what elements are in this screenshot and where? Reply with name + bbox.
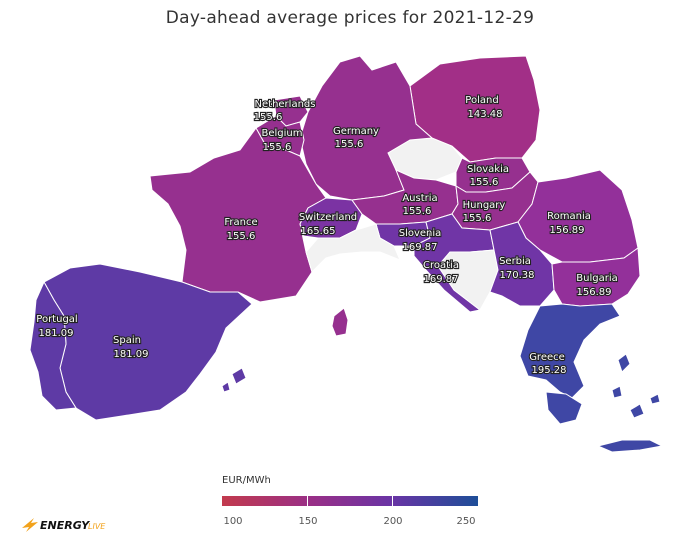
country-label-romania: Romania <box>547 211 591 222</box>
country-label-hungary: Hungary <box>463 200 506 211</box>
price-label-germany: 155.6 <box>335 139 364 150</box>
country-label-belgium: Belgium <box>262 128 303 139</box>
country-corsica[interactable] <box>331 307 349 337</box>
price-label-spain: 181.09 <box>114 349 149 360</box>
country-label-croatia: Croatia <box>423 260 459 271</box>
country-france[interactable] <box>149 127 327 303</box>
country-label-netherlands: Netherlands <box>255 99 316 110</box>
price-label-switzerland: 165.65 <box>301 226 336 237</box>
country-greece-peloponnese[interactable] <box>545 391 583 425</box>
price-label-bulgaria: 156.89 <box>577 287 612 298</box>
price-label-portugal: 181.09 <box>39 328 74 339</box>
country-label-austria: Austria <box>402 193 437 204</box>
legend-color-scale <box>222 496 478 506</box>
price-label-austria: 155.6 <box>403 206 432 217</box>
country-bulgaria[interactable] <box>551 247 641 307</box>
legend-tick-mark <box>307 496 308 506</box>
price-label-poland: 143.48 <box>468 109 503 120</box>
country-switzerland[interactable] <box>299 197 363 239</box>
legend-title: EUR/MWh <box>222 475 271 486</box>
logo-subtext: LIVE <box>88 522 106 531</box>
price-label-belgium: 155.6 <box>263 142 292 153</box>
country-label-bulgaria: Bulgaria <box>576 273 617 284</box>
price-label-greece: 195.28 <box>532 365 567 376</box>
country-greece-crete[interactable] <box>596 439 664 453</box>
legend-tick-label: 250 <box>456 516 476 527</box>
country-label-slovakia: Slovakia <box>467 164 509 175</box>
country-label-slovenia: Slovenia <box>399 228 442 239</box>
country-label-germany: Germany <box>333 126 379 137</box>
country-label-spain: Spain <box>113 335 141 346</box>
price-label-hungary: 155.6 <box>463 213 492 224</box>
country-label-serbia: Serbia <box>499 256 531 267</box>
country-italy[interactable] <box>305 223 401 273</box>
logo-text: ENERGY <box>40 519 90 532</box>
country-balearic-islands[interactable] <box>221 367 247 393</box>
country-greece[interactable] <box>519 303 621 399</box>
price-label-romania: 156.89 <box>550 225 585 236</box>
price-label-france: 155.6 <box>227 231 256 242</box>
legend-tick-label: 200 <box>383 516 403 527</box>
price-label-slovenia: 169.87 <box>403 242 438 253</box>
price-label-serbia: 170.38 <box>500 270 535 281</box>
country-portugal[interactable] <box>29 280 77 411</box>
price-label-slovakia: 155.6 <box>470 177 499 188</box>
country-label-poland: Poland <box>465 95 498 106</box>
country-label-switzerland: Switzerland <box>299 212 357 223</box>
legend-tick-label: 100 <box>223 516 243 527</box>
legend-tick-label: 150 <box>298 516 318 527</box>
country-greece-islands[interactable] <box>611 353 661 419</box>
price-label-croatia: 169.87 <box>424 274 459 285</box>
country-poland[interactable] <box>409 55 541 163</box>
country-label-france: France <box>224 217 257 228</box>
energy-bolt-icon <box>22 518 38 532</box>
energy-live-logo: ENERGY LIVE <box>20 514 120 538</box>
legend-tick-mark <box>392 496 393 506</box>
price-label-netherlands: 155.6 <box>254 112 283 123</box>
country-label-greece: Greece <box>529 352 565 363</box>
map-title: Day-ahead average prices for 2021-12-29 <box>165 8 535 28</box>
country-label-portugal: Portugal <box>36 314 77 325</box>
